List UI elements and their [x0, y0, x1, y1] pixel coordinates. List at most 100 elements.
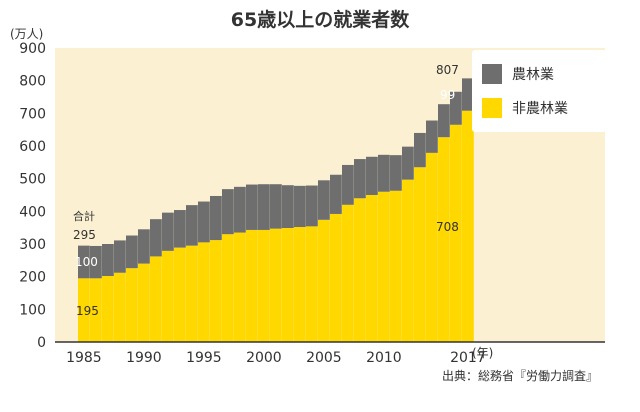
- bar-non-agriculture: [126, 268, 138, 342]
- bar-agriculture: [450, 91, 462, 125]
- annotation-total-label: 合計: [73, 209, 95, 223]
- bar-non-agriculture: [414, 167, 426, 342]
- annotation-total-2017: 807: [436, 63, 459, 77]
- bar-non-agriculture: [330, 213, 342, 342]
- legend-item-agriculture: 農林業: [482, 63, 554, 85]
- bar-non-agriculture: [138, 263, 150, 342]
- x-tick-label: 2000: [246, 350, 282, 366]
- x-tick-label: 2005: [306, 350, 342, 366]
- bar-non-agriculture: [210, 240, 222, 342]
- bar-agriculture: [186, 205, 198, 246]
- bar-agriculture: [102, 244, 114, 277]
- bars: [78, 78, 474, 343]
- legend-label-agriculture: 農林業: [512, 67, 554, 83]
- y-tick-label: 700: [19, 106, 46, 122]
- bar-agriculture: [126, 235, 138, 269]
- bar-agriculture: [114, 240, 126, 273]
- bar-agriculture: [378, 154, 390, 192]
- bar-agriculture: [258, 184, 270, 230]
- y-tick-label: 0: [37, 335, 46, 351]
- bar-agriculture: [150, 219, 162, 257]
- bar-non-agriculture: [198, 242, 210, 342]
- annotation-ag-1985: 100: [75, 255, 98, 269]
- y-tick-label: 100: [19, 302, 46, 318]
- bar-agriculture: [414, 132, 426, 168]
- annotation-ag-2017: 99: [440, 88, 455, 102]
- y-tick-label: 300: [19, 237, 46, 253]
- bar-non-agriculture: [354, 198, 366, 342]
- bar-agriculture: [270, 184, 282, 229]
- y-tick-label: 200: [19, 270, 46, 286]
- bar-non-agriculture: [114, 272, 126, 342]
- y-axis-unit: (万人): [10, 27, 43, 41]
- bar-non-agriculture: [426, 152, 438, 342]
- legend-label-non-agriculture: 非農林業: [512, 101, 568, 117]
- source-note: 出典：総務省『労働力調査』: [442, 369, 598, 383]
- bar-agriculture: [90, 245, 102, 279]
- bar-non-agriculture: [186, 245, 198, 342]
- bar-agriculture: [78, 245, 90, 279]
- bar-agriculture: [354, 159, 366, 199]
- bar-agriculture: [390, 155, 402, 191]
- x-tick-label: 1990: [126, 350, 162, 366]
- bar-non-agriculture: [450, 124, 462, 343]
- x-tick-label: 1995: [186, 350, 222, 366]
- bar-non-agriculture: [318, 219, 330, 342]
- bar-non-agriculture: [90, 278, 102, 342]
- bar-agriculture: [402, 146, 414, 180]
- legend: 農林業 非農林業: [472, 50, 606, 132]
- bar-agriculture: [426, 120, 438, 153]
- y-axis: 0 100 200 300 400 500 600 700 800 900: [19, 41, 46, 351]
- bar-agriculture: [438, 104, 450, 138]
- annotation-nonag-2017: 708: [436, 220, 459, 234]
- y-tick-label: 400: [19, 204, 46, 220]
- y-tick-label: 800: [19, 74, 46, 90]
- chart-title: 65歳以上の就業者数: [231, 8, 410, 31]
- bar-non-agriculture: [222, 234, 234, 342]
- x-axis-unit: (年): [472, 346, 493, 360]
- bar-agriculture: [222, 189, 234, 235]
- bar-agriculture: [294, 185, 306, 228]
- bar-agriculture: [366, 156, 378, 195]
- bar-non-agriculture: [462, 110, 474, 342]
- bar-non-agriculture: [282, 227, 294, 342]
- bar-non-agriculture: [258, 229, 270, 342]
- bar-agriculture: [198, 201, 210, 243]
- bar-non-agriculture: [306, 226, 318, 342]
- bar-agriculture: [234, 186, 246, 233]
- y-tick-label: 600: [19, 139, 46, 155]
- bar-non-agriculture: [378, 191, 390, 342]
- annotations: 合計 295 100 195 807 99 708: [73, 63, 459, 318]
- bar-agriculture: [162, 212, 174, 251]
- bar-non-agriculture: [390, 190, 402, 342]
- legend-item-non-agriculture: 非農林業: [482, 97, 568, 119]
- x-tick-label: 1985: [66, 350, 102, 366]
- bar-non-agriculture: [234, 232, 246, 342]
- y-tick-label: 900: [19, 41, 46, 57]
- annotation-total-1985: 295: [73, 228, 96, 242]
- bar-agriculture: [462, 78, 474, 111]
- bar-agriculture: [246, 184, 258, 230]
- bar-non-agriculture: [402, 179, 414, 342]
- bar-non-agriculture: [270, 228, 282, 342]
- bar-non-agriculture: [102, 276, 114, 342]
- bar-non-agriculture: [366, 195, 378, 342]
- x-tick-label: 2017: [450, 350, 486, 366]
- bar-agriculture: [174, 210, 186, 248]
- bar-non-agriculture: [174, 247, 186, 342]
- bar-non-agriculture: [294, 227, 306, 342]
- bar-non-agriculture: [246, 229, 258, 342]
- bar-non-agriculture: [150, 256, 162, 342]
- legend-swatch-non-agriculture: [482, 98, 502, 118]
- bar-agriculture: [210, 195, 222, 241]
- x-tick-label: 2010: [366, 350, 402, 366]
- bar-non-agriculture: [162, 250, 174, 342]
- bar-agriculture: [342, 164, 354, 205]
- bar-non-agriculture: [438, 137, 450, 342]
- bar-non-agriculture: [342, 204, 354, 342]
- bar-agriculture: [138, 229, 150, 264]
- y-tick-label: 500: [19, 172, 46, 188]
- bar-agriculture: [330, 174, 342, 214]
- x-axis: 1985 1990 1995 2000 2005 2010 2017: [66, 350, 486, 366]
- bar-agriculture: [282, 185, 294, 228]
